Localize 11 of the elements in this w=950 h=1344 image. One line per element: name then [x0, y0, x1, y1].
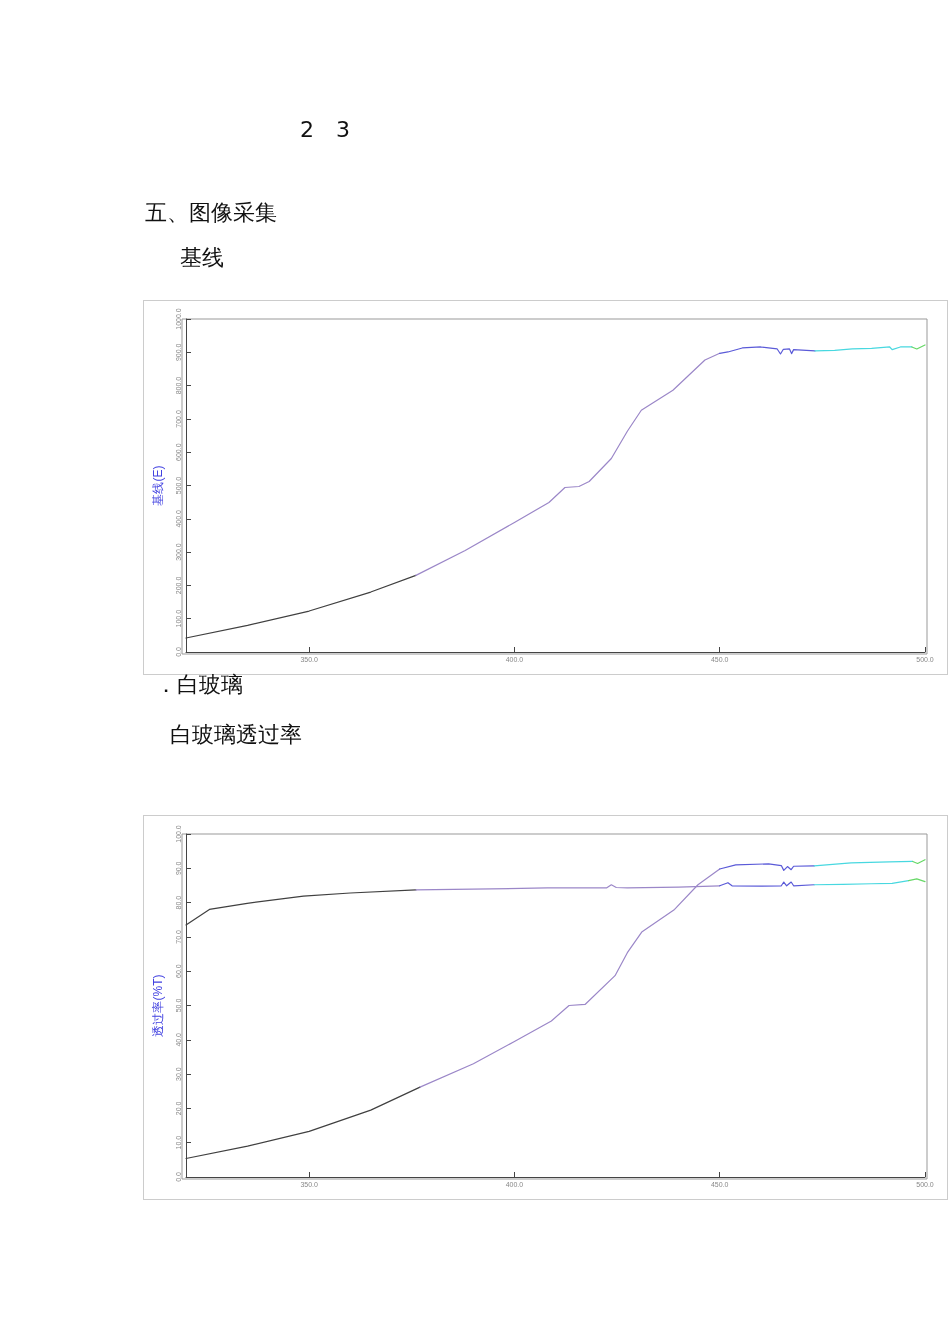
text: 五、图像采集 — [145, 199, 277, 227]
chart-title: 基线 — [180, 244, 224, 272]
line-series — [719, 346, 816, 355]
line-series — [415, 352, 721, 577]
y-axis-title: 透过率(%T) — [151, 974, 165, 1037]
y-axis-title: 基线(E) — [151, 465, 165, 506]
line-series — [419, 868, 721, 1088]
text: 2 3 — [300, 116, 350, 144]
chart-title: 白玻璃透过率 — [170, 721, 302, 749]
text: ．白玻璃 — [155, 671, 243, 699]
line-series — [719, 863, 815, 871]
